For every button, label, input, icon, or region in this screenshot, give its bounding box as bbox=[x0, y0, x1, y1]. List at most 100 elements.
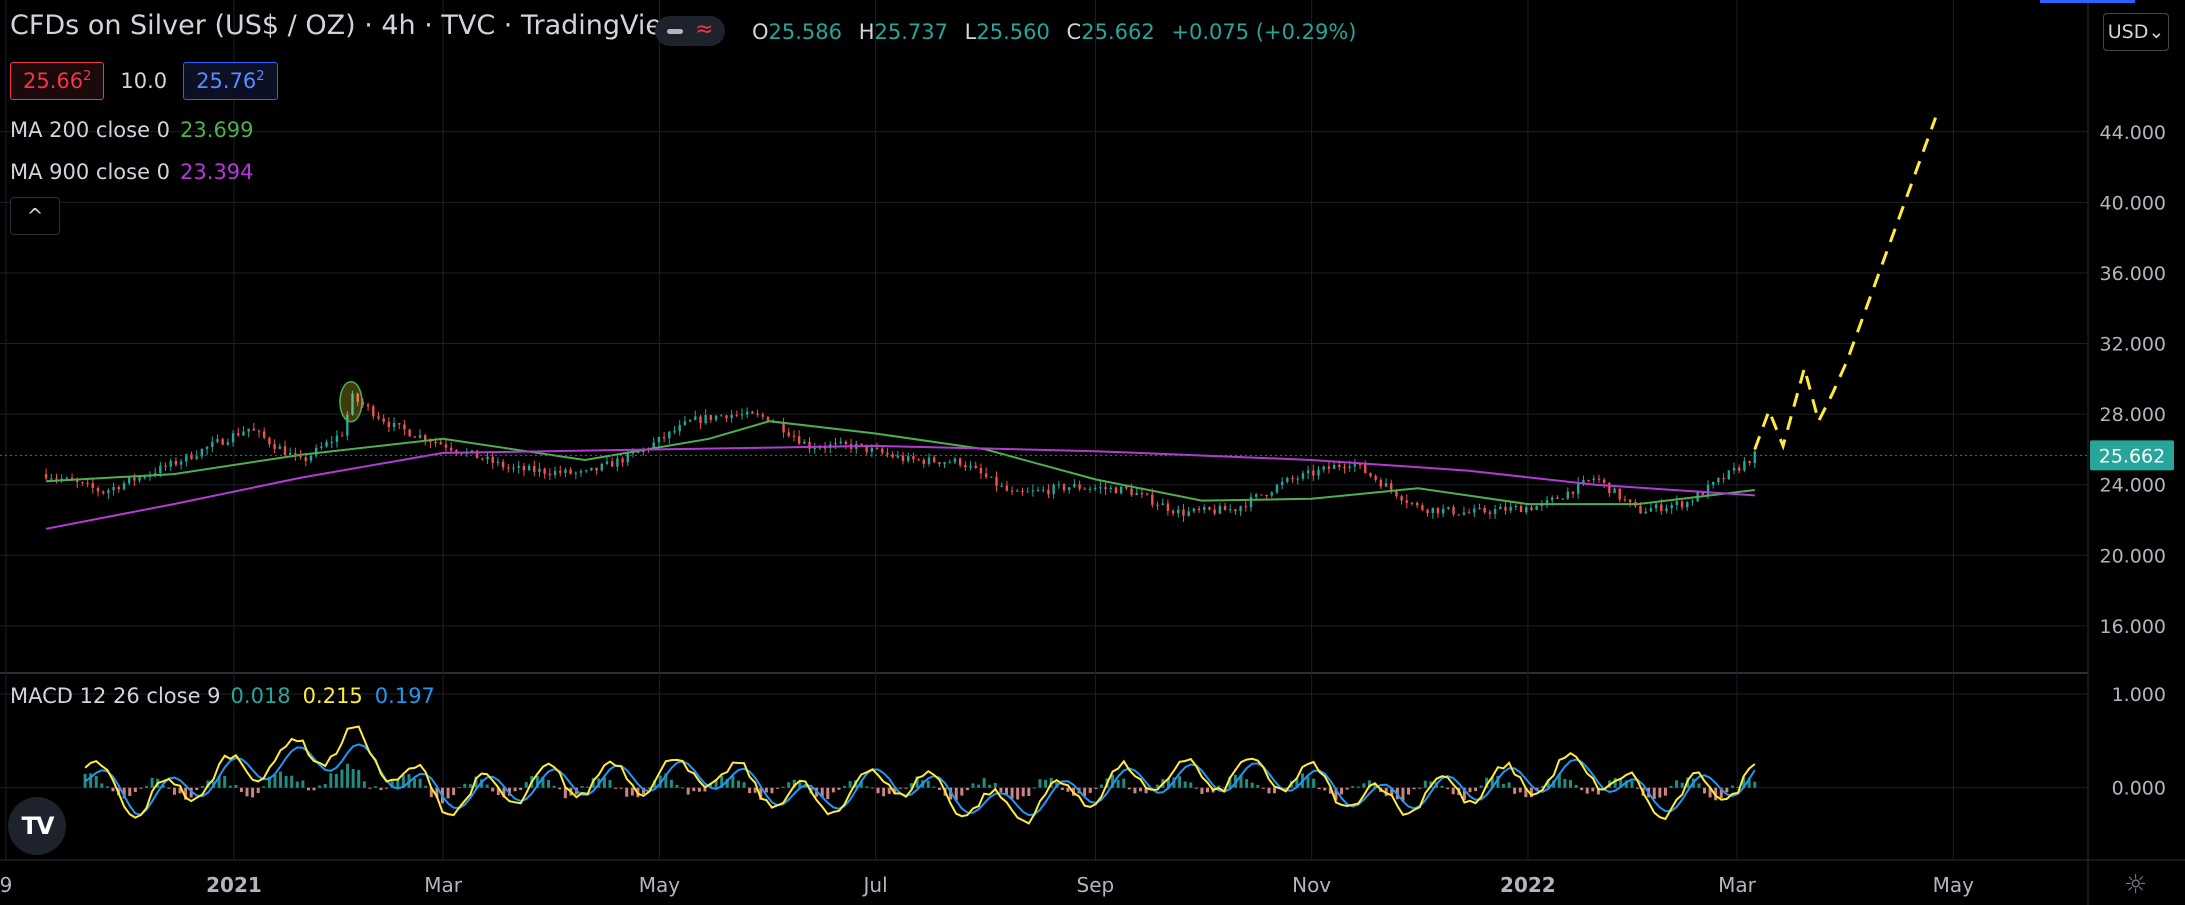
candle-body bbox=[294, 453, 297, 455]
symbol-title[interactable]: CFDs on Silver (US$ / OZ) · 4h · TVC · T… bbox=[10, 10, 685, 41]
gear-icon[interactable]: ☼ bbox=[2124, 870, 2148, 900]
macd-hist-bar bbox=[1351, 786, 1355, 788]
candle-body bbox=[1291, 477, 1294, 480]
candle-body bbox=[159, 465, 162, 474]
macd-hist-bar bbox=[960, 787, 964, 796]
candle-body bbox=[1499, 506, 1502, 510]
macd-hist-bar bbox=[1636, 787, 1640, 789]
candle-body bbox=[1737, 467, 1741, 471]
macd-hist-bar bbox=[251, 787, 255, 798]
tradingview-logo-icon[interactable]: TV bbox=[8, 797, 66, 855]
macd-line bbox=[84, 725, 1756, 825]
collapse-legend-button[interactable]: ^ bbox=[10, 197, 60, 235]
candle-body bbox=[808, 441, 811, 449]
candle-body bbox=[1177, 509, 1180, 514]
candle-body bbox=[714, 415, 718, 420]
candle-body bbox=[1390, 483, 1393, 490]
candle-body bbox=[299, 454, 302, 458]
macd-hist-bar bbox=[1479, 785, 1483, 788]
macd-hist-bar bbox=[764, 787, 768, 793]
macd-hist-bar bbox=[580, 786, 584, 788]
candle-body bbox=[1234, 509, 1237, 512]
macd-hist-bar bbox=[535, 776, 539, 788]
macd-hist-bar bbox=[1407, 787, 1411, 795]
macd-hist-bar bbox=[429, 787, 433, 798]
candle-body bbox=[65, 477, 69, 479]
candle-body bbox=[652, 442, 655, 449]
candle-body bbox=[579, 470, 583, 473]
macd-hist-bar bbox=[357, 769, 361, 788]
macd-hist-bar bbox=[787, 782, 791, 788]
candle-body bbox=[1530, 507, 1533, 510]
macd-hist-bar bbox=[876, 787, 880, 794]
candle-body bbox=[1561, 498, 1564, 500]
candle-body bbox=[237, 433, 240, 436]
macd-hist-bar bbox=[731, 775, 735, 788]
candle-body bbox=[1426, 509, 1429, 514]
macd-legend[interactable]: MACD 12 26 close 9 0.018 0.215 0.197 bbox=[10, 684, 435, 708]
macd-hist-bar bbox=[340, 769, 344, 788]
macd-hist-bar bbox=[234, 785, 238, 788]
chart-mode-toggle[interactable]: ≈ bbox=[655, 16, 725, 46]
macd-hist-bar bbox=[926, 780, 930, 788]
candle-body bbox=[1566, 491, 1570, 499]
candle-body bbox=[413, 436, 417, 438]
candle-body bbox=[107, 490, 110, 494]
macd-hist-bar bbox=[1390, 787, 1394, 795]
price-tick-label: 16.000 bbox=[2100, 616, 2166, 638]
candle-body bbox=[475, 450, 479, 459]
candle-body bbox=[932, 457, 936, 463]
macd-hist-bar bbox=[1529, 787, 1533, 798]
macd-hist-bar bbox=[273, 774, 277, 788]
candle-body bbox=[964, 465, 967, 468]
buy-button[interactable]: 25.762 bbox=[183, 62, 278, 100]
candle-body bbox=[1317, 469, 1320, 476]
macd-hist-bar bbox=[1032, 787, 1036, 789]
macd-hist-bar bbox=[954, 787, 958, 801]
macd-hist-bar bbox=[1111, 774, 1115, 788]
candle-body bbox=[1130, 488, 1133, 495]
macd-hist-bar bbox=[1613, 777, 1617, 788]
candle-body bbox=[1208, 507, 1211, 510]
candle-body bbox=[263, 431, 266, 438]
macd-hist-bar bbox=[1675, 780, 1679, 788]
candle-body bbox=[574, 472, 578, 474]
candle-body bbox=[320, 446, 323, 448]
macd-hist-bar bbox=[100, 783, 104, 788]
candle-body bbox=[725, 415, 728, 419]
sell-button[interactable]: 25.662 bbox=[10, 62, 105, 100]
macd-hist-bar bbox=[720, 775, 724, 788]
candle-body bbox=[813, 448, 816, 450]
candle-body bbox=[434, 442, 437, 444]
macd-hist-bar bbox=[290, 775, 294, 788]
macd-hist-bar bbox=[1591, 787, 1595, 792]
candle-body bbox=[1519, 505, 1523, 513]
candle-body bbox=[787, 432, 790, 436]
candle-body bbox=[403, 424, 406, 430]
macd-hist-bar bbox=[1038, 779, 1042, 788]
candle-body bbox=[709, 415, 713, 420]
candle-body bbox=[600, 463, 603, 471]
candle-body bbox=[1213, 509, 1216, 514]
candle-body bbox=[1618, 488, 1621, 500]
macd-hist-bar bbox=[753, 787, 757, 793]
macd-line-value: 0.215 bbox=[302, 684, 363, 708]
currency-selector[interactable]: USD⌄ bbox=[2103, 13, 2169, 51]
candle-body bbox=[1405, 500, 1409, 503]
ma900-legend[interactable]: MA 900 close 0 23.394 bbox=[10, 160, 254, 184]
ma200-legend[interactable]: MA 200 close 0 23.699 bbox=[10, 118, 254, 142]
candle-body bbox=[662, 436, 666, 439]
candle-body bbox=[1431, 507, 1434, 514]
candle-body bbox=[200, 448, 204, 457]
candle-body bbox=[1732, 467, 1736, 471]
candle-body bbox=[875, 447, 879, 449]
macd-hist-bar bbox=[653, 780, 657, 788]
candle-body bbox=[1151, 494, 1154, 505]
candle-body bbox=[626, 453, 629, 463]
candle-body bbox=[564, 469, 567, 473]
macd-hist-bar bbox=[1468, 787, 1472, 793]
candle-body bbox=[1125, 486, 1128, 489]
macd-hist-bar bbox=[1155, 784, 1159, 788]
candle-body bbox=[226, 442, 230, 445]
